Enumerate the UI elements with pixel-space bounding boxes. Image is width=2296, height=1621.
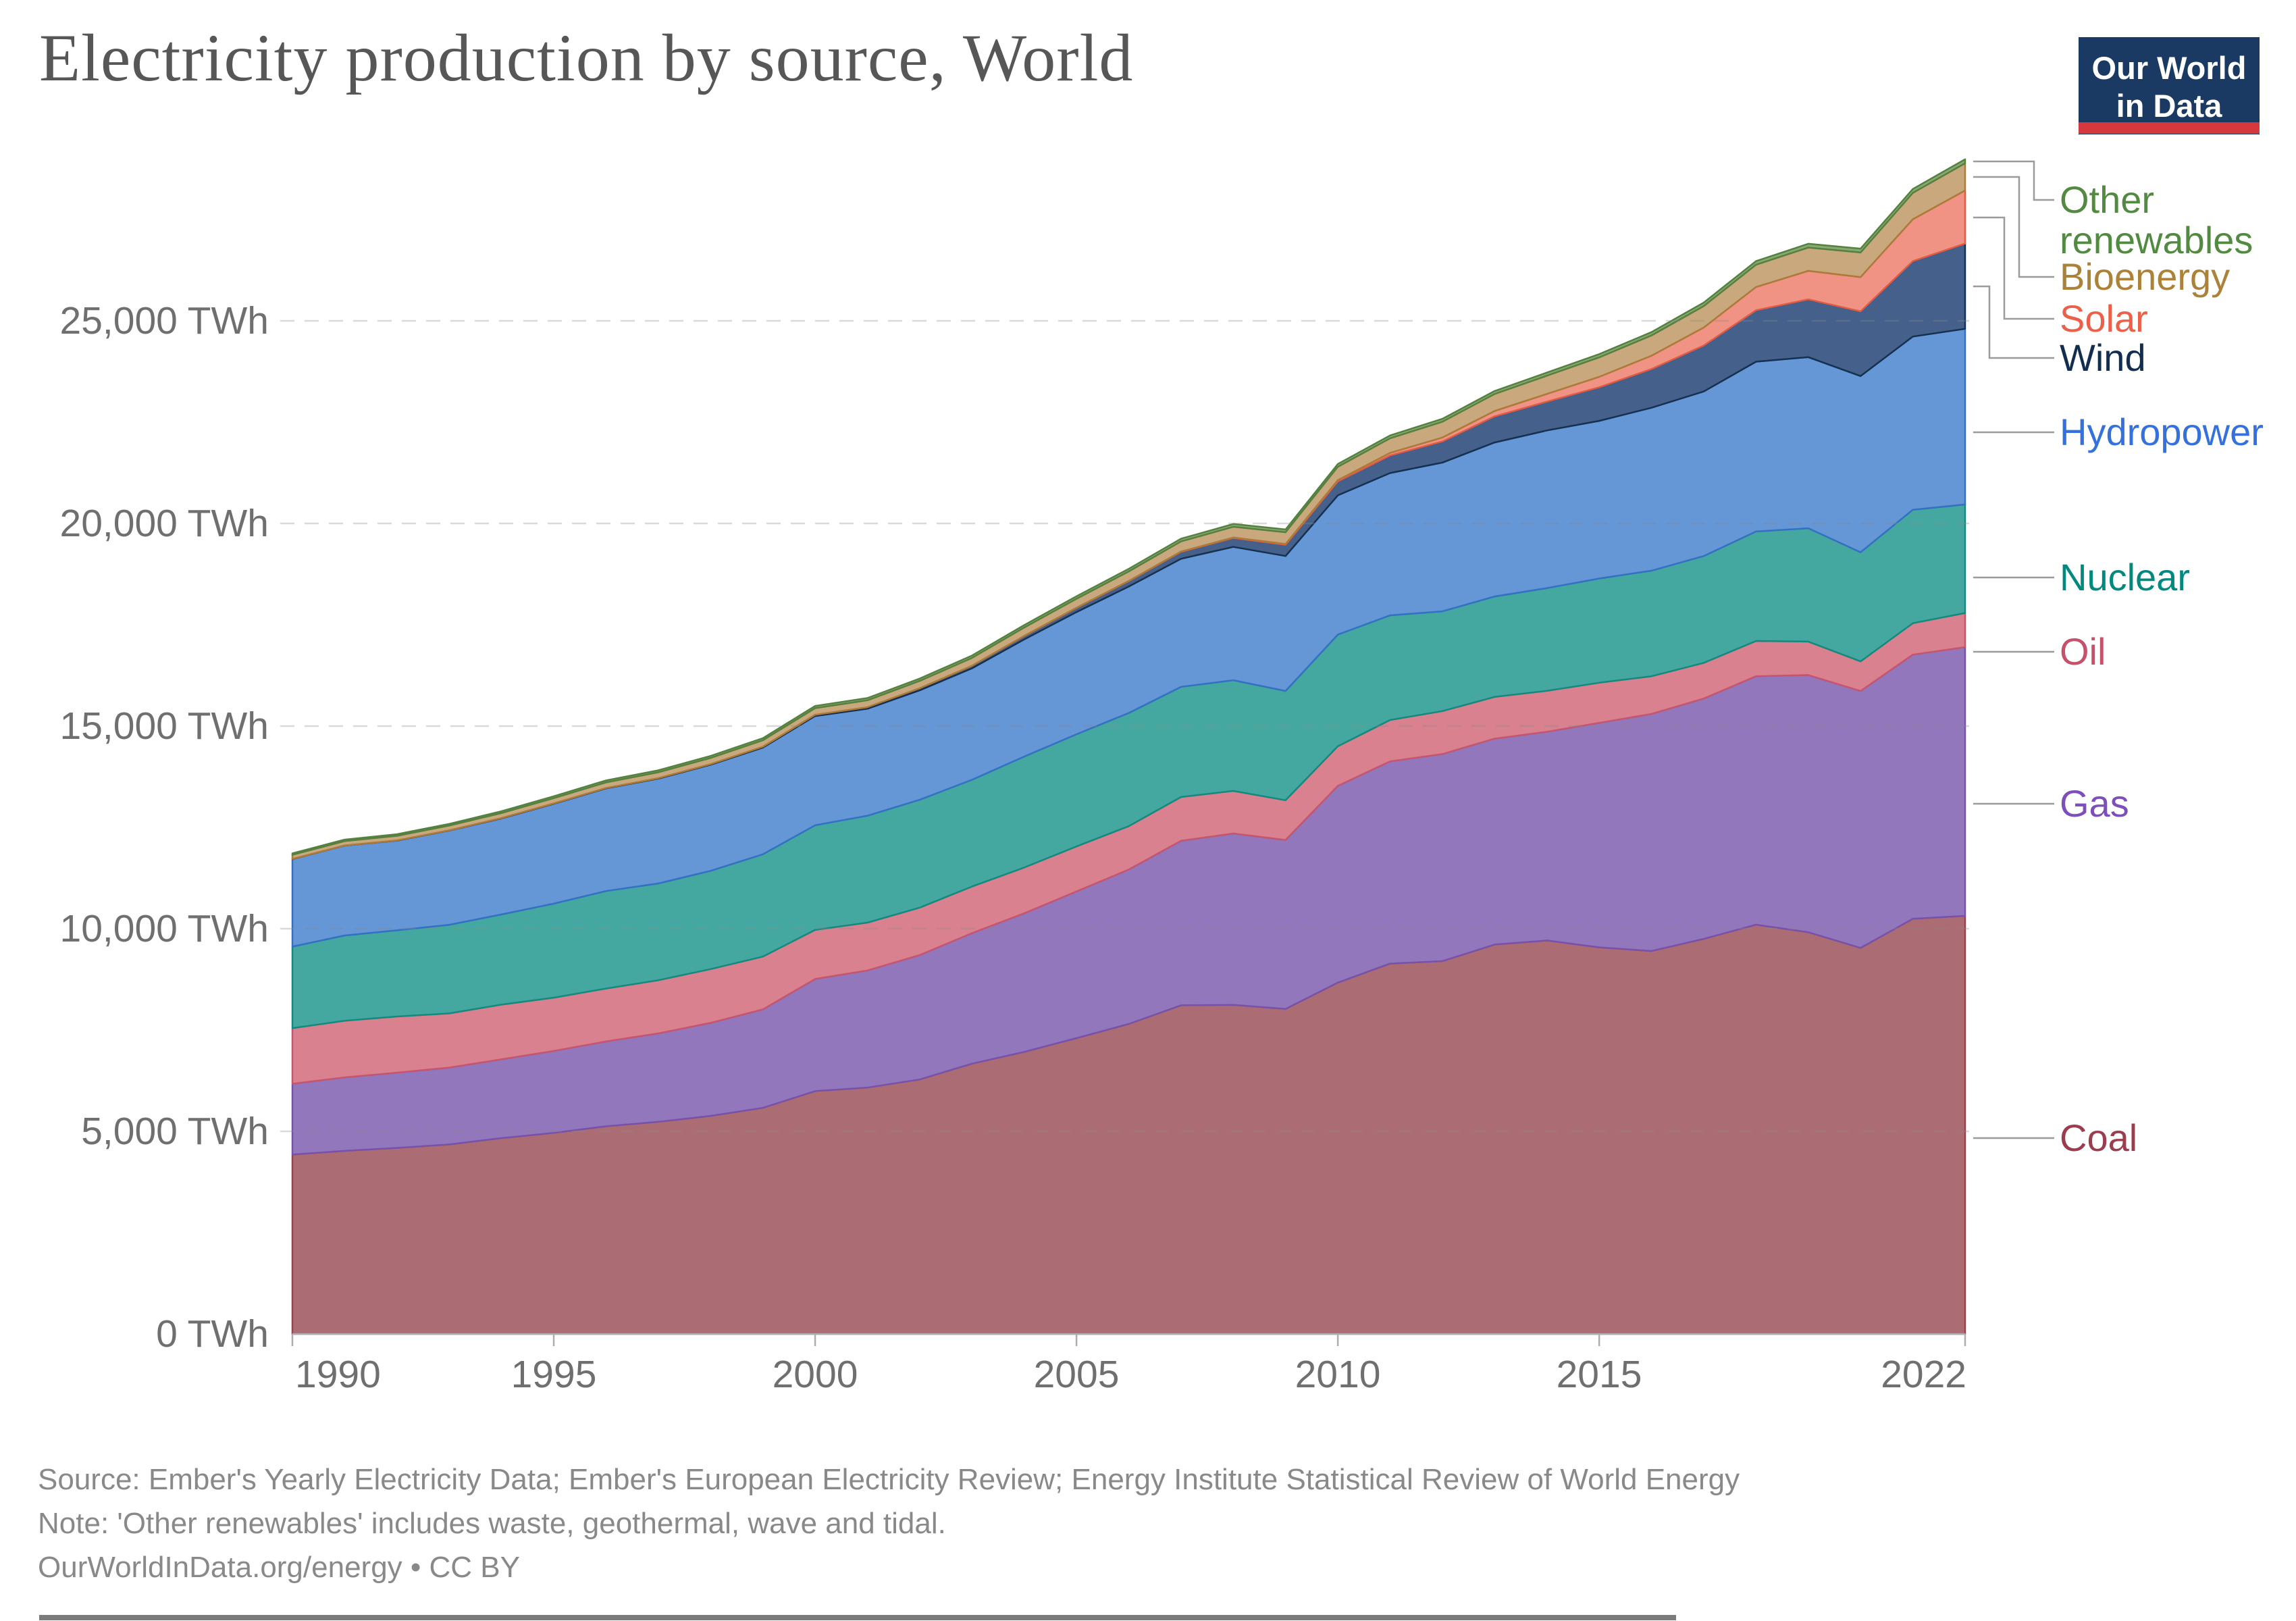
legend-item-oil[interactable]: Oil — [2060, 630, 2106, 673]
legend-item-solar[interactable]: Solar — [2060, 297, 2148, 340]
area-other-renewables[interactable] — [291, 158, 1966, 856]
legend-item-nuclear[interactable]: Nuclear — [2060, 556, 2190, 598]
x-tick-2015: 2015 — [1556, 1353, 1642, 1396]
x-tick-1995: 1995 — [511, 1353, 597, 1396]
bottom-divider-bar — [39, 1615, 1676, 1620]
legend-item-bioenergy[interactable]: Bioenergy — [2060, 255, 2230, 298]
legend-item-gas[interactable]: Gas — [2060, 782, 2129, 825]
legend-item-wind[interactable]: Wind — [2060, 336, 2146, 379]
x-tick-2022: 2022 — [1881, 1353, 1966, 1396]
y-tick-25000: 25,000 TWh — [59, 299, 269, 342]
legend-connector-solar — [1973, 216, 2054, 320]
legend-connector-other_renewables — [1973, 160, 2054, 201]
owid-logo[interactable]: Our World in Data — [2079, 37, 2260, 134]
x-tick-2000: 2000 — [772, 1353, 858, 1396]
owid-logo-line2: in Data — [2116, 88, 2222, 124]
footer-link[interactable]: OurWorldInData.org/energy • CC BY — [38, 1551, 520, 1584]
legend-item-coal[interactable]: Coal — [2060, 1116, 2138, 1159]
owid-logo-line1: Our World — [2091, 50, 2247, 86]
y-tick-20000: 20,000 TWh — [59, 502, 269, 545]
y-tick-0: 0 TWh — [156, 1312, 269, 1356]
footer: Source: Ember's Yearly Electricity Data;… — [38, 1458, 1740, 1589]
legend-connector-bioenergy — [1973, 176, 2054, 278]
y-tick-15000: 15,000 TWh — [59, 704, 269, 748]
x-tick-1990: 1990 — [295, 1353, 381, 1396]
legend-item-other-renewables[interactable]: Other renewables — [2060, 178, 2253, 261]
footer-note: Note: 'Other renewables' includes waste,… — [38, 1507, 946, 1540]
x-tick-2010: 2010 — [1295, 1353, 1381, 1396]
legend-item-hydropower[interactable]: Hydropower — [2060, 411, 2264, 453]
page-title: Electricity production by source, World — [39, 20, 1134, 95]
y-tick-10000: 10,000 TWh — [59, 907, 269, 950]
owid-logo-red-bar — [2079, 122, 2260, 134]
y-tick-5000: 5,000 TWh — [81, 1110, 269, 1153]
x-tick-2005: 2005 — [1033, 1353, 1120, 1396]
footer-source: Source: Ember's Yearly Electricity Data;… — [38, 1463, 1740, 1496]
legend-connector-wind — [1973, 285, 2054, 359]
